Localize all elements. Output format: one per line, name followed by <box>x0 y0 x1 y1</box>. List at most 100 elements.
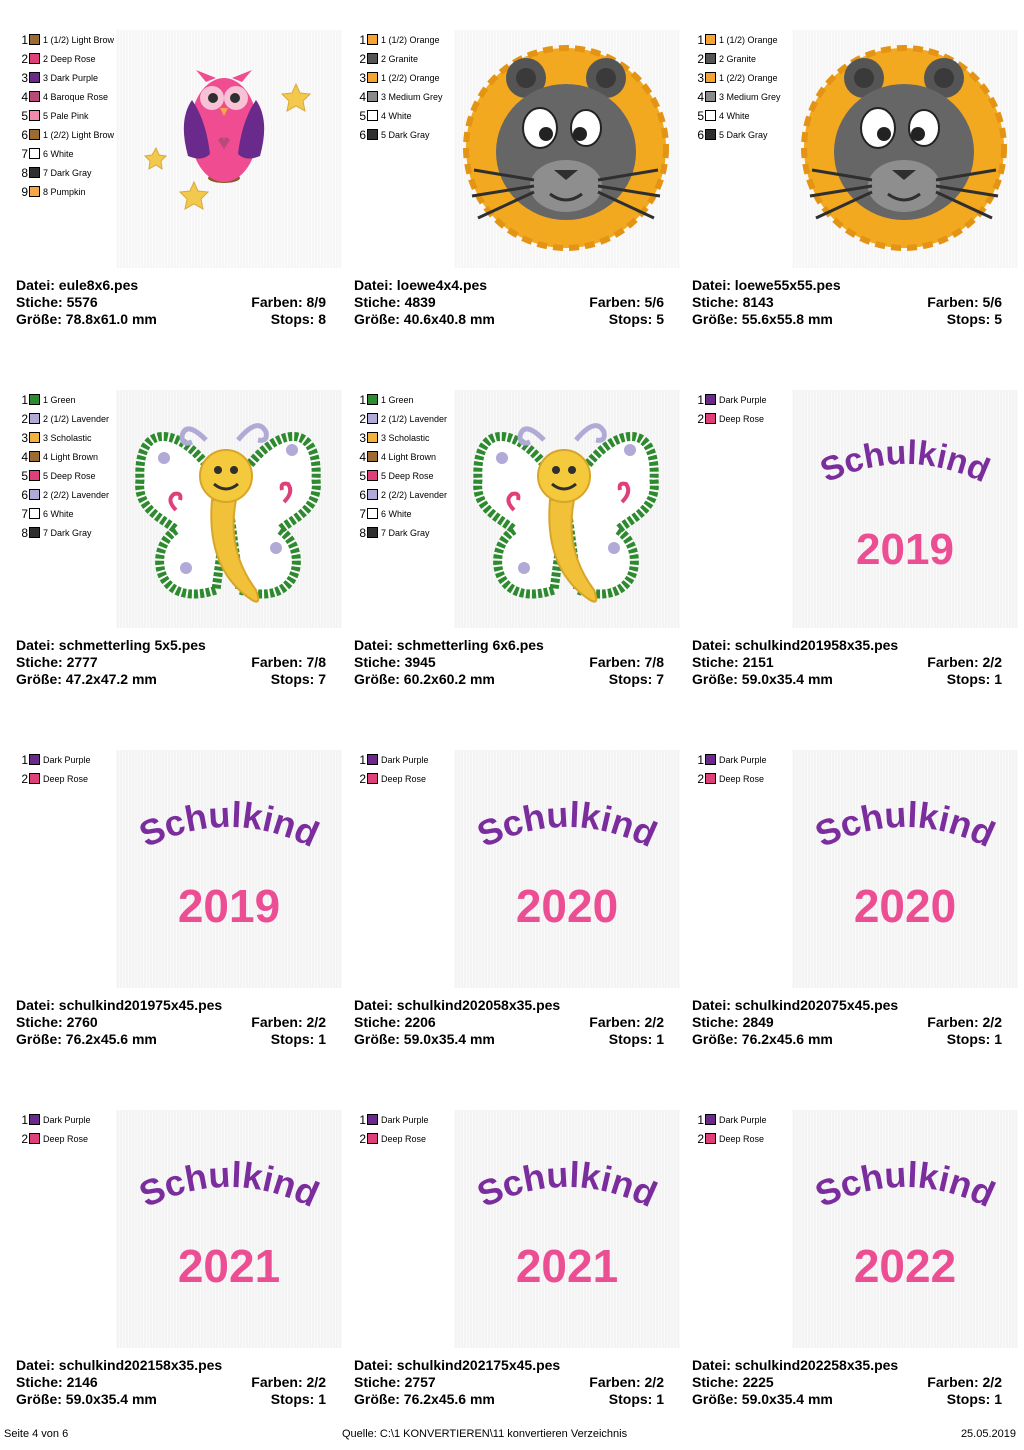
color-swatch <box>705 34 716 45</box>
design-card: 1 Dark Purple 2 Deep Rose Schulkind 2021 D… <box>16 1110 346 1450</box>
year-text: 2020 <box>516 880 618 932</box>
stop-count: Stops: 1 <box>608 1031 664 1047</box>
color-swatch <box>29 432 40 443</box>
legend-row: 2 Deep Rose <box>697 411 765 426</box>
design-preview-lion[interactable] <box>792 30 1018 268</box>
design-preview-schulkind[interactable]: Schulkind 2020 <box>454 750 680 988</box>
color-count: Farben: 5/6 <box>589 294 664 310</box>
stitch-count: Stiche: 2206 <box>354 1014 436 1030</box>
legend-row: 2 Deep Rose <box>21 1131 89 1146</box>
design-info: Datei: schmetterling 5x5.pes Stiche: 277… <box>16 637 326 688</box>
color-swatch <box>29 167 40 178</box>
file-name: Datei: schmetterling 6x6.pes <box>354 637 544 653</box>
color-swatch <box>367 773 378 784</box>
legend-row: 2 Deep Rose <box>697 771 765 786</box>
color-swatch <box>705 773 716 784</box>
design-preview-schulkind[interactable]: Schulkind 2021 <box>454 1110 680 1348</box>
color-swatch <box>705 110 716 121</box>
thread-legend: 1 Dark Purple 2 Deep Rose <box>16 1110 90 1148</box>
color-swatch <box>29 110 40 121</box>
color-swatch <box>29 1114 40 1125</box>
schulkind-embroidery: Schulkind 2019 <box>133 794 325 932</box>
design-size: Größe: 59.0x35.4 mm <box>692 1391 833 1407</box>
color-swatch <box>29 34 40 45</box>
schulkind-embroidery: Schulkind 2019 <box>815 434 995 574</box>
color-swatch <box>367 489 378 500</box>
color-swatch <box>705 394 716 405</box>
stop-count: Stops: 1 <box>608 1391 664 1407</box>
color-count: Farben: 2/2 <box>927 1014 1002 1030</box>
design-preview-butterfly[interactable] <box>454 390 680 628</box>
design-preview-schulkind[interactable]: Schulkind 2021 <box>116 1110 342 1348</box>
page-number: Seite 4 von 6 <box>4 1428 69 1440</box>
design-size: Größe: 55.6x55.8 mm <box>692 311 833 327</box>
color-count: Farben: 2/2 <box>589 1374 664 1390</box>
design-info: Datei: schulkind201975x45.pes Stiche: 27… <box>16 997 326 1048</box>
color-swatch <box>367 91 378 102</box>
stop-count: Stops: 1 <box>946 671 1002 687</box>
design-info: Datei: loewe4x4.pes Stiche: 4839 Farben: … <box>354 277 664 328</box>
thread-legend: 1 Dark Purple 2 Deep Rose <box>692 390 767 428</box>
file-name: Datei: schulkind201958x35.pes <box>692 637 899 653</box>
design-size: Größe: 59.0x35.4 mm <box>692 671 833 687</box>
color-swatch <box>367 53 378 64</box>
design-preview-schulkind[interactable]: Schulkind 2019 <box>116 750 342 988</box>
design-size: Größe: 76.2x45.6 mm <box>16 1031 157 1047</box>
color-swatch <box>705 413 716 424</box>
stop-count: Stops: 8 <box>270 311 326 327</box>
year-text: 2020 <box>854 880 956 932</box>
stop-count: Stops: 5 <box>608 311 664 327</box>
design-preview-owl[interactable] <box>116 30 342 268</box>
color-swatch <box>367 129 378 140</box>
stitch-count: Stiche: 5576 <box>16 294 98 310</box>
color-swatch <box>367 34 378 45</box>
legend-row: 1 Dark Purple <box>697 392 767 407</box>
lion-embroidery <box>463 45 669 251</box>
legend-row: 1 Dark Purple <box>359 752 429 767</box>
file-name: Datei: schulkind201975x45.pes <box>16 997 223 1013</box>
legend-row: 1 Dark Purple <box>21 752 91 767</box>
owl-embroidery <box>143 70 312 210</box>
design-card: 1 Dark Purple 2 Deep Rose Schulkind 2019 D… <box>16 750 346 1090</box>
stitch-count: Stiche: 2225 <box>692 1374 774 1390</box>
file-name: Datei: schulkind202175x45.pes <box>354 1357 561 1373</box>
stop-count: Stops: 1 <box>946 1031 1002 1047</box>
color-count: Farben: 2/2 <box>927 1374 1002 1390</box>
stitch-count: Stiche: 2849 <box>692 1014 774 1030</box>
legend-row: 1 Dark Purple <box>697 1112 767 1127</box>
thread-legend: 1 Dark Purple 2 Deep Rose <box>354 750 429 788</box>
design-preview-lion[interactable] <box>454 30 680 268</box>
design-size: Größe: 60.2x60.2 mm <box>354 671 495 687</box>
thread-legend: 1 Dark Purple 2 Deep Rose <box>354 1110 428 1148</box>
design-size: Größe: 59.0x35.4 mm <box>16 1391 157 1407</box>
design-preview-schulkind[interactable]: Schulkind 2022 <box>792 1110 1018 1348</box>
design-card: 1 Dark Purple 2 Deep Rose Schulkind 2019 D… <box>692 390 1022 730</box>
design-size: Größe: 76.2x45.6 mm <box>354 1391 495 1407</box>
design-size: Größe: 47.2x47.2 mm <box>16 671 157 687</box>
file-name: Datei: loewe4x4.pes <box>354 277 488 293</box>
design-preview-schulkind[interactable]: Schulkind 2020 <box>792 750 1018 988</box>
color-swatch <box>367 451 378 462</box>
color-count: Farben: 8/9 <box>251 294 326 310</box>
design-preview-schulkind[interactable]: Schulkind 2019 <box>792 390 1018 628</box>
year-text: 2022 <box>854 1240 956 1292</box>
color-swatch <box>367 470 378 481</box>
design-preview-butterfly[interactable] <box>116 390 342 628</box>
